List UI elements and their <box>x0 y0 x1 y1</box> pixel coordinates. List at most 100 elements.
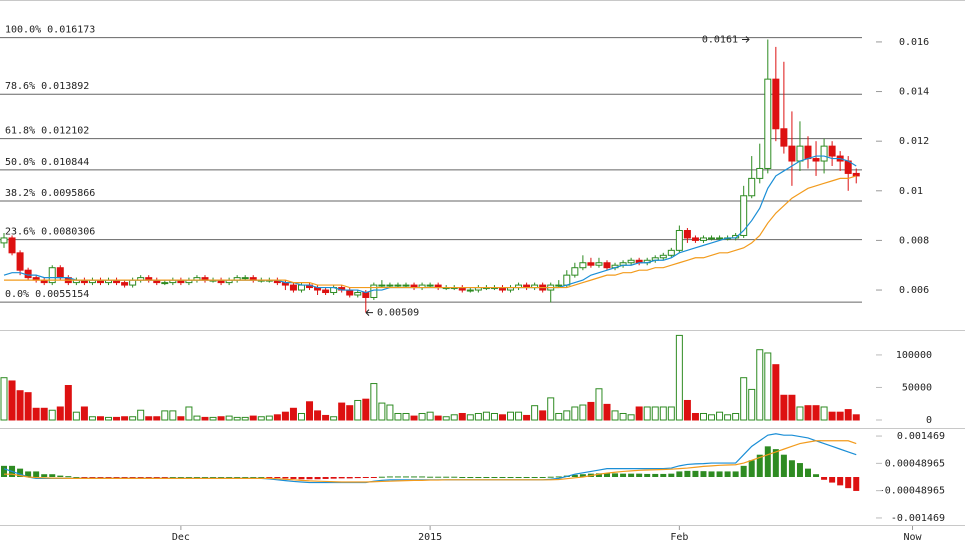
y-tick-label: 0.00048965 <box>885 458 945 469</box>
fib-ratio: 0.0% <box>5 289 29 300</box>
volume-bar <box>820 406 828 421</box>
volume-bar <box>651 406 659 421</box>
histogram-bar <box>177 477 184 478</box>
fib-price: 0.016173 <box>47 25 95 36</box>
histogram-bar <box>813 474 820 477</box>
fib-price: 0.0080306 <box>41 227 95 238</box>
candle-body <box>394 284 402 287</box>
histogram-bar <box>419 476 426 478</box>
histogram-bar <box>724 471 731 477</box>
y-tick-label: 100000 <box>896 350 932 361</box>
volume-bar <box>113 416 121 421</box>
histogram-bar <box>796 463 803 477</box>
histogram-bar <box>202 477 208 478</box>
histogram-bar <box>491 477 498 478</box>
candle-body <box>788 145 796 162</box>
volume-bar <box>24 392 32 421</box>
histogram-bar <box>378 476 385 478</box>
histogram-bar <box>748 460 755 477</box>
volume-bar <box>394 412 402 421</box>
histogram-bar <box>218 477 225 478</box>
fib-ratio: 50.0% <box>5 157 35 168</box>
histogram-bar <box>612 473 619 477</box>
histogram-bar <box>89 477 96 478</box>
candle-body <box>780 128 788 147</box>
volume-bar <box>297 412 305 421</box>
histogram-bar <box>314 477 321 480</box>
volume-bar <box>330 416 338 421</box>
histogram-bar <box>595 473 602 477</box>
fib-label: 23.6% 0.0080306 <box>5 227 95 238</box>
volume-bar <box>273 414 281 421</box>
fib-label: 0.0% 0.0055154 <box>5 289 89 300</box>
histogram-bar <box>145 477 152 478</box>
histogram-bar <box>475 477 482 478</box>
volume-bar <box>836 411 844 421</box>
volume-bar <box>418 412 426 421</box>
histogram-bar <box>499 477 506 478</box>
histogram-bar <box>403 476 409 478</box>
y-tick-label: 50000 <box>902 382 932 393</box>
volume-bar <box>32 407 40 421</box>
volume-bar <box>225 415 233 421</box>
histogram-bar <box>740 465 747 477</box>
histogram-bar <box>571 474 578 477</box>
histogram-bar <box>81 477 88 478</box>
volume-bar <box>563 410 571 421</box>
histogram-bar <box>298 477 305 480</box>
volume-bar <box>129 416 137 421</box>
histogram-bar <box>523 477 530 478</box>
volume-bar <box>346 405 354 421</box>
volume-bar <box>764 352 772 421</box>
volume-bar <box>193 415 201 421</box>
volume-bar <box>306 401 314 421</box>
volume-bar <box>16 390 24 421</box>
y-tick-label: 0.012 <box>899 136 929 147</box>
histogram-bar <box>604 473 610 477</box>
fib-ratio: 61.8% <box>5 126 35 137</box>
volume-bar <box>48 409 56 421</box>
histogram-bar <box>531 477 538 478</box>
volume-bar <box>0 377 8 421</box>
volume-bar <box>796 406 804 421</box>
candle-body <box>354 292 362 296</box>
candle-body <box>820 145 828 162</box>
histogram-bar <box>837 477 844 486</box>
histogram-bar <box>459 477 466 478</box>
histogram-bar <box>579 474 586 477</box>
volume-bar <box>137 409 145 421</box>
histogram-bar <box>515 477 522 478</box>
volume-bar <box>643 406 651 421</box>
volume-bar <box>185 406 193 421</box>
volume-bar <box>555 412 563 421</box>
fib-label: 100.0% 0.016173 <box>5 25 95 36</box>
histogram-bar <box>539 477 546 478</box>
histogram-bar <box>684 470 691 477</box>
histogram-bar <box>708 471 715 477</box>
volume-bar <box>515 411 523 421</box>
volume-bar <box>281 411 289 421</box>
histogram-bar <box>250 477 257 478</box>
histogram-bar <box>483 477 490 478</box>
candle-body <box>579 262 587 269</box>
candle-body <box>402 284 410 287</box>
histogram-bar <box>354 477 361 479</box>
histogram-bar <box>668 473 675 477</box>
volume-bar <box>241 416 249 421</box>
fib-price: 0.013892 <box>41 81 89 92</box>
fib-label: 38.2% 0.0095866 <box>5 188 95 199</box>
candle-body <box>595 262 603 266</box>
volume-bar <box>772 364 780 421</box>
volume-bar <box>72 411 80 421</box>
volume-bar <box>378 402 386 421</box>
histogram-bar <box>411 476 418 478</box>
histogram-bar <box>370 477 377 478</box>
volume-bar <box>547 397 555 421</box>
candle-body <box>129 279 137 286</box>
volume-bar <box>322 414 330 421</box>
volume-bar <box>153 416 161 421</box>
histogram-bar <box>821 477 828 480</box>
x-tick-label: Feb <box>670 532 688 543</box>
